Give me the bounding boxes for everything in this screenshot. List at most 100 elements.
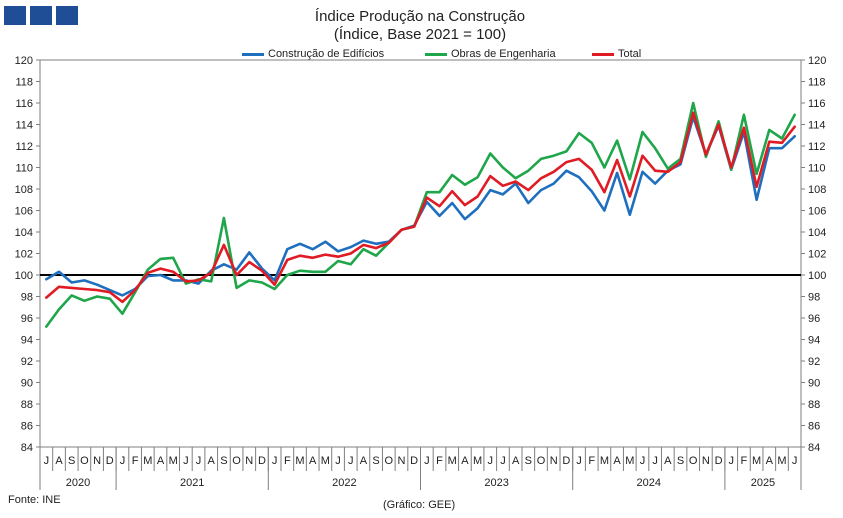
legend-item-total: Total [592,48,641,60]
month-tick-label: J [44,455,50,467]
month-tick-label: J [500,455,506,467]
month-tick-label: J [640,455,646,467]
month-tick-label: N [550,455,558,467]
y-tick-label-left: 94 [21,335,33,347]
month-tick-label: S [677,455,684,467]
chart-subtitle: (Índice, Base 2021 = 100) [333,26,507,43]
series-line-total [44,111,797,304]
month-tick-label: S [525,455,532,467]
y-tick-label-left: 112 [15,141,33,153]
y-tick-label-left: 114 [15,120,33,132]
y-tick-label-left: 98 [21,292,33,304]
month-tick-label: J [488,455,494,467]
month-tick-label: S [220,455,227,467]
y-tick-label-right: 92 [808,356,820,368]
y-tick-label-right: 118 [808,77,826,89]
month-tick-label: F [436,455,443,467]
month-tick-label: J [335,455,341,467]
y-tick-label-right: 114 [808,120,826,132]
year-label: 2023 [484,477,508,489]
legend-item-engenharia: Obras de Engenharia [425,48,556,60]
y-tick-label-right: 84 [808,442,820,454]
y-tick-label-right: 94 [808,335,820,347]
y-tick-label-left: 84 [21,442,33,454]
month-tick-label: J [576,455,582,467]
month-tick-label: N [702,455,710,467]
month-tick-label: M [448,455,457,467]
month-tick-label: O [80,455,89,467]
legend-label-total: Total [618,48,642,60]
y-tick-label-left: 116 [15,98,33,110]
y-tick-label-right: 110 [808,163,826,175]
month-tick-label: F [132,455,139,467]
y-tick-label-left: 108 [15,184,33,196]
y-tick-label-left: 102 [15,249,33,261]
year-label: 2024 [637,477,661,489]
month-tick-label: M [169,455,178,467]
month-tick-label: M [295,455,304,467]
month-tick-label: A [208,455,216,467]
month-tick-label: D [106,455,114,467]
month-tick-label: D [562,455,570,467]
year-label: 2025 [751,477,775,489]
month-tick-label: M [143,455,152,467]
month-tick-label: M [625,455,634,467]
legend-swatch-engenharia [425,52,447,56]
year-label: 2021 [180,477,204,489]
month-tick-label: N [397,455,405,467]
y-tick-label-left: 120 [15,55,33,67]
y-tick-label-left: 88 [21,399,33,411]
month-tick-label: J [424,455,430,467]
y-tick-label-right: 88 [808,399,820,411]
month-tick-label: M [473,455,482,467]
month-tick-label: D [410,455,418,467]
y-tick-label-left: 110 [15,163,33,175]
y-tick-label-left: 118 [15,77,33,89]
month-tick-label: A [613,455,621,467]
month-tick-label: A [157,455,165,467]
month-tick-label: A [309,455,317,467]
y-tick-label-right: 106 [808,206,826,218]
y-tick-label-left: 90 [21,378,33,390]
plot-area [39,59,802,448]
y-tick-label-right: 100 [808,270,826,282]
year-label: 2020 [66,477,90,489]
month-tick-label: N [245,455,253,467]
month-tick-label: J [728,455,734,467]
legend-label-edificios: Construção de Edifícios [268,48,385,60]
month-tick-label: O [385,455,394,467]
chart-title: Índice Produção na Construção [314,8,526,25]
month-tick-label: F [284,455,291,467]
month-tick-label: J [120,455,126,467]
legend-label-engenharia: Obras de Engenharia [451,48,556,60]
y-tick-label-left: 92 [21,356,33,368]
y-tick-label-right: 102 [808,249,826,261]
source-note: Fonte: INE [8,494,61,506]
month-tick-label: F [741,455,748,467]
y-tick-label-right: 98 [808,292,820,304]
month-tick-label: O [689,455,698,467]
month-tick-label: J [183,455,189,467]
legend-swatch-total [592,52,614,56]
month-tick-label: J [348,455,354,467]
logo-block-2 [30,6,52,25]
month-tick-label: J [196,455,202,467]
y-tick-label-left: 100 [15,270,33,282]
logo-block-1 [4,6,26,25]
month-tick-label: M [600,455,609,467]
month-tick-label: S [68,455,75,467]
month-tick-label: S [372,455,379,467]
month-tick-label: A [461,455,469,467]
y-tick-label-left: 96 [21,313,33,325]
y-tick-label-left: 106 [15,206,33,218]
legend-swatch-edificios [242,52,264,56]
month-tick-label: A [55,455,63,467]
month-tick-label: M [777,455,786,467]
month-tick-label: A [766,455,774,467]
y-tick-label-left: 86 [21,421,33,433]
month-tick-label: M [321,455,330,467]
y-tick-label-right: 86 [808,421,820,433]
y-tick-label-right: 120 [808,55,826,67]
year-label: 2022 [332,477,356,489]
